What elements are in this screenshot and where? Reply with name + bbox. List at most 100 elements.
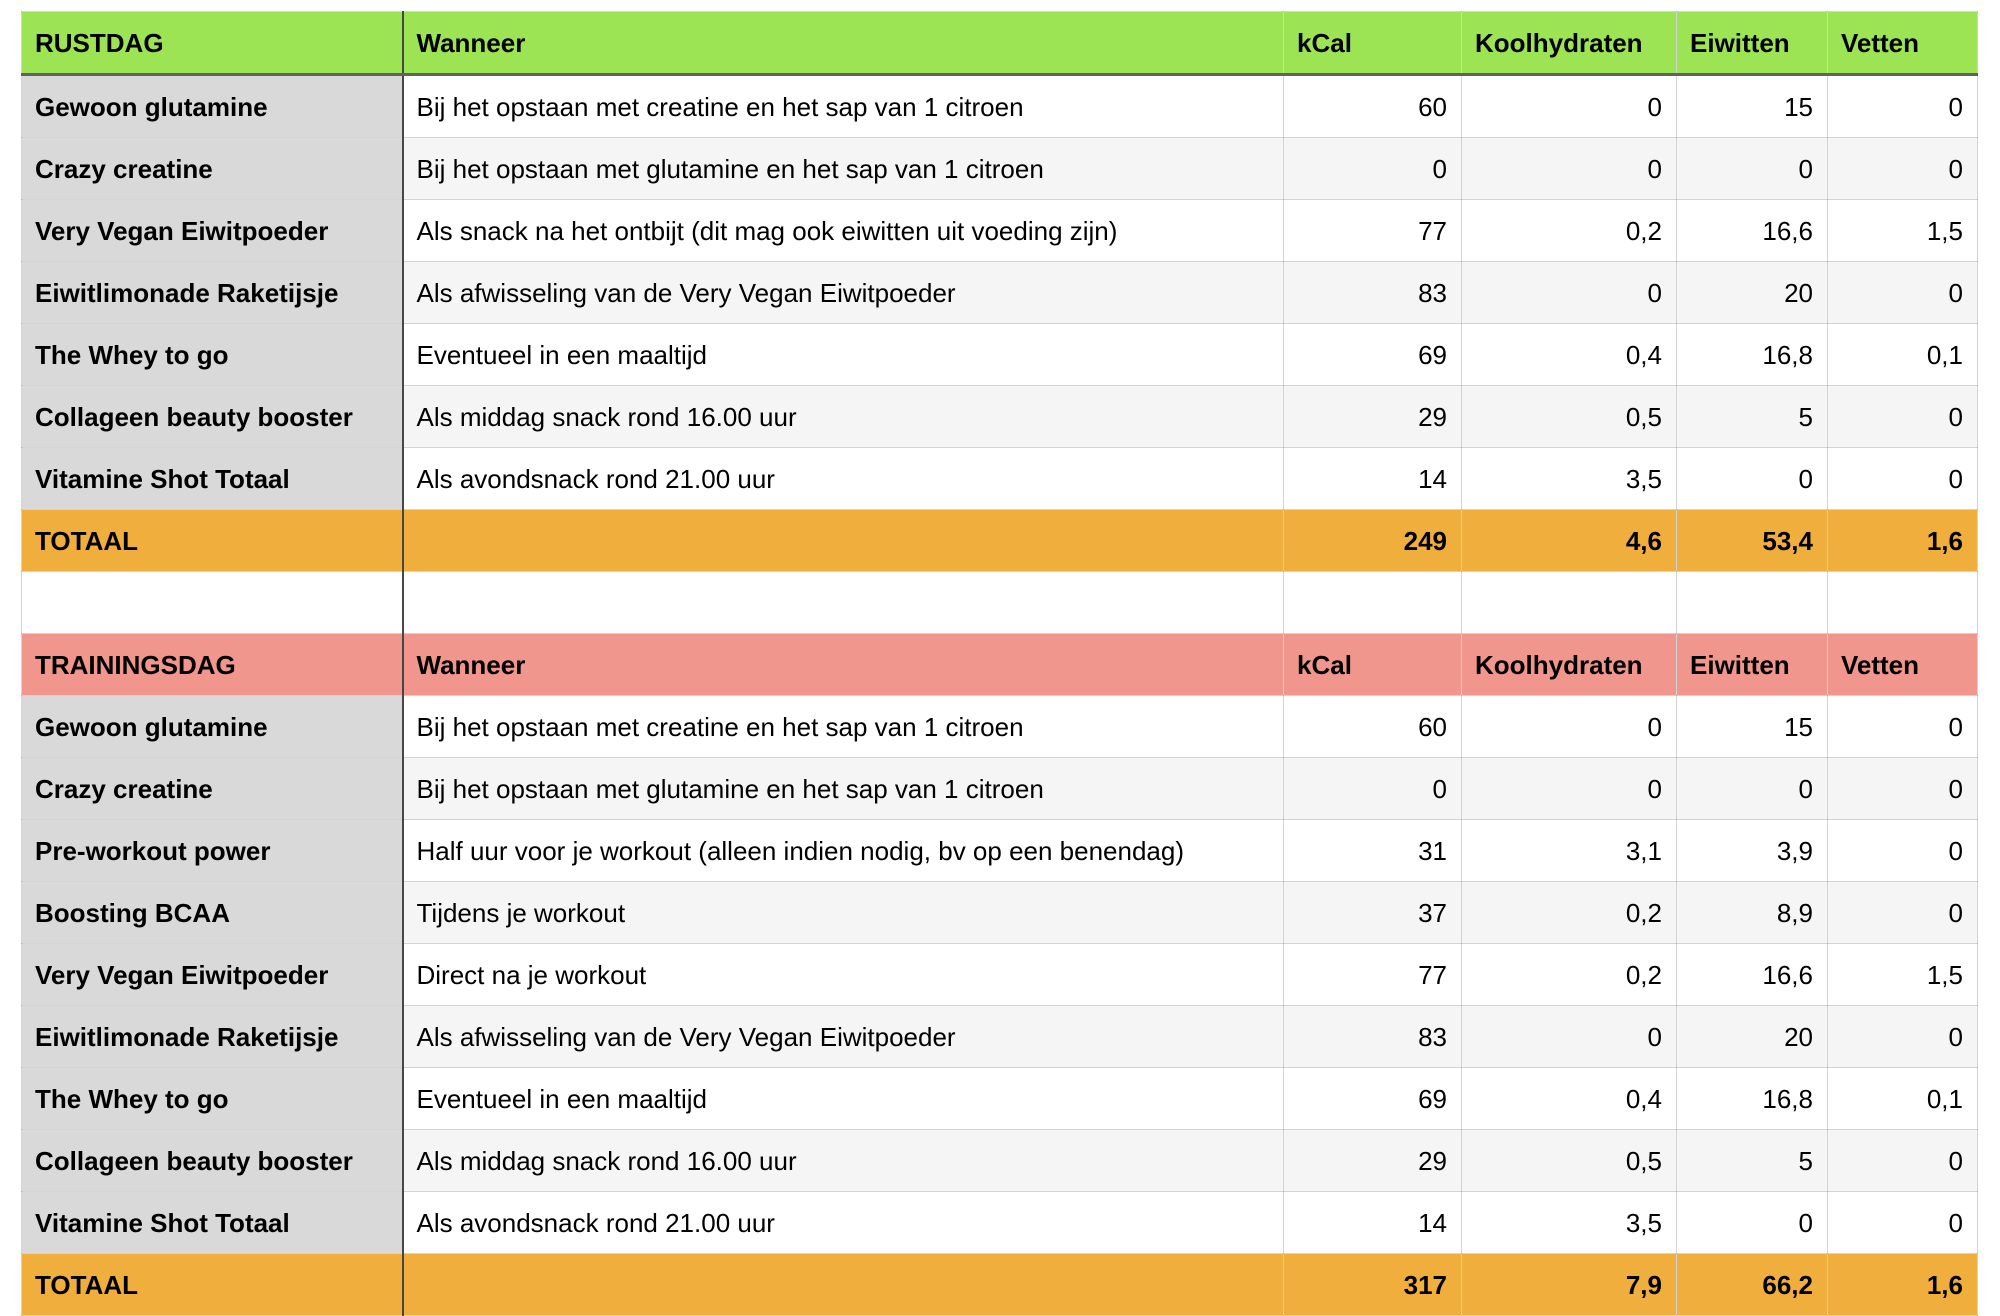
product-cell: Collageen beauty booster — [21, 1129, 404, 1192]
wanneer-cell: Tijdens je workout — [402, 881, 1284, 944]
product-cell: Eiwitlimonade Raketijsje — [21, 261, 404, 324]
kcal-cell: 14 — [1283, 447, 1462, 510]
vetten-cell: 0 — [1827, 757, 1978, 820]
total-row-rustdag: TOTAAL 249 4,6 53,4 1,6 — [21, 509, 1978, 572]
product-cell: Vitamine Shot Totaal — [21, 1191, 404, 1254]
spacer-cell — [1676, 571, 1828, 634]
koolhydraten-cell: 0,5 — [1461, 1129, 1677, 1192]
vetten-cell: 0 — [1827, 137, 1978, 200]
vetten-cell: 0 — [1827, 881, 1978, 944]
total-kcal-cell: 249 — [1283, 509, 1462, 572]
koolhydraten-cell: 0,4 — [1461, 1067, 1677, 1130]
total-label-cell: TOTAAL — [21, 1253, 404, 1316]
spacer-row — [21, 571, 1978, 634]
table-row: Crazy creatine Bij het opstaan met glutam… — [21, 757, 1978, 820]
wanneer-cell: Direct na je workout — [402, 943, 1284, 1006]
wanneer-cell: Als avondsnack rond 21.00 uur — [402, 447, 1284, 510]
product-cell: Collageen beauty booster — [21, 385, 404, 448]
vetten-cell: 0 — [1827, 1129, 1978, 1192]
vetten-cell: 1,5 — [1827, 943, 1978, 1006]
eiwitten-cell: 5 — [1676, 1129, 1828, 1192]
koolhydraten-cell: 0,2 — [1461, 881, 1677, 944]
koolhydraten-cell: 0 — [1461, 695, 1677, 758]
kcal-cell: 29 — [1283, 385, 1462, 448]
koolhydraten-cell: 0,2 — [1461, 943, 1677, 1006]
product-cell: Very Vegan Eiwitpoeder — [21, 199, 404, 262]
product-cell: Boosting BCAA — [21, 881, 404, 944]
kcal-header-cell: kCal — [1283, 633, 1462, 696]
table-row: Gewoon glutamine Bij het opstaan met crea… — [21, 74, 1978, 138]
koolhydraten-cell: 0,2 — [1461, 199, 1677, 262]
product-cell: Pre-workout power — [21, 819, 404, 882]
vetten-cell: 0 — [1827, 447, 1978, 510]
kcal-cell: 14 — [1283, 1191, 1462, 1254]
eiwitten-cell: 3,9 — [1676, 819, 1828, 882]
eiwitten-cell: 15 — [1676, 695, 1828, 758]
wanneer-cell: Als snack na het ontbijt (dit mag ook ei… — [402, 199, 1284, 262]
eiwitten-cell: 0 — [1676, 757, 1828, 820]
koolhydraten-cell: 0 — [1461, 261, 1677, 324]
vetten-cell: 0 — [1827, 261, 1978, 324]
eiwitten-cell: 0 — [1676, 1191, 1828, 1254]
table-row: Collageen beauty booster Als middag snack… — [21, 1129, 1978, 1192]
table-row: Vitamine Shot Totaal Als avondsnack rond … — [21, 447, 1978, 510]
total-label-cell: TOTAAL — [21, 509, 404, 572]
eiwitten-cell: 15 — [1676, 74, 1828, 138]
product-cell: Gewoon glutamine — [21, 695, 404, 758]
koolhydraten-cell: 0 — [1461, 1005, 1677, 1068]
wanneer-cell: Bij het opstaan met glutamine en het sap… — [402, 137, 1284, 200]
total-wanneer-cell — [402, 509, 1284, 572]
eiwitten-cell: 16,6 — [1676, 199, 1828, 262]
table-row: Collageen beauty booster Als middag snack… — [21, 385, 1978, 448]
wanneer-cell: Als avondsnack rond 21.00 uur — [402, 1191, 1284, 1254]
wanneer-cell: Bij het opstaan met glutamine en het sap… — [402, 757, 1284, 820]
wanneer-cell: Als afwisseling van de Very Vegan Eiwitp… — [402, 261, 1284, 324]
koolhydraten-cell: 0 — [1461, 74, 1677, 138]
table-row: Eiwitlimonade Raketijsje Als afwisseling … — [21, 261, 1978, 324]
table-row: Gewoon glutamine Bij het opstaan met crea… — [21, 695, 1978, 758]
eiwitten-cell: 0 — [1676, 137, 1828, 200]
table-row: Eiwitlimonade Raketijsje Als afwisseling … — [21, 1005, 1978, 1068]
eiwitten-cell: 20 — [1676, 1005, 1828, 1068]
kcal-cell: 31 — [1283, 819, 1462, 882]
product-cell: Very Vegan Eiwitpoeder — [21, 943, 404, 1006]
eiwitten-cell: 16,8 — [1676, 1067, 1828, 1130]
table-row: The Whey to go Eventueel in een maaltijd 6… — [21, 323, 1978, 386]
eiwitten-header-cell: Eiwitten — [1676, 633, 1828, 696]
koolhydraten-cell: 3,5 — [1461, 1191, 1677, 1254]
spacer-cell — [1461, 571, 1677, 634]
nutrition-table: RUSTDAG Wanneer kCal Koolhydraten Eiwitten Ve… — [21, 11, 1978, 1316]
vetten-cell: 0,1 — [1827, 323, 1978, 386]
section-title-cell: TRAININGSDAG — [21, 633, 404, 696]
vetten-cell: 0 — [1827, 1005, 1978, 1068]
spacer-cell — [1827, 571, 1978, 634]
table-row: The Whey to go Eventueel in een maaltijd 6… — [21, 1067, 1978, 1130]
kcal-cell: 83 — [1283, 261, 1462, 324]
kcal-cell: 60 — [1283, 74, 1462, 138]
section-title-cell: RUSTDAG — [21, 11, 404, 76]
vetten-cell: 0 — [1827, 819, 1978, 882]
kcal-cell: 83 — [1283, 1005, 1462, 1068]
wanneer-cell: Als afwisseling van de Very Vegan Eiwitp… — [402, 1005, 1284, 1068]
table-row: Boosting BCAA Tijdens je workout 37 0,2 8,9 0 — [21, 881, 1978, 944]
koolhydraten-header-cell: Koolhydraten — [1461, 633, 1677, 696]
eiwitten-cell: 5 — [1676, 385, 1828, 448]
wanneer-cell: Bij het opstaan met creatine en het sap … — [402, 74, 1284, 138]
koolhydraten-header-cell: Koolhydraten — [1461, 11, 1677, 76]
kcal-cell: 69 — [1283, 323, 1462, 386]
wanneer-cell: Half uur voor je workout (alleen indien … — [402, 819, 1284, 882]
vetten-cell: 1,5 — [1827, 199, 1978, 262]
table-row: Crazy creatine Bij het opstaan met glutam… — [21, 137, 1978, 200]
kcal-cell: 69 — [1283, 1067, 1462, 1130]
kcal-cell: 29 — [1283, 1129, 1462, 1192]
section-header-row-rustdag: RUSTDAG Wanneer kCal Koolhydraten Eiwitten Ve… — [21, 11, 1978, 76]
total-koolhydraten-cell: 7,9 — [1461, 1253, 1677, 1316]
eiwitten-cell: 0 — [1676, 447, 1828, 510]
koolhydraten-cell: 0 — [1461, 137, 1677, 200]
product-cell: Eiwitlimonade Raketijsje — [21, 1005, 404, 1068]
total-wanneer-cell — [402, 1253, 1284, 1316]
product-cell: The Whey to go — [21, 1067, 404, 1130]
product-cell: Crazy creatine — [21, 137, 404, 200]
eiwitten-header-cell: Eiwitten — [1676, 11, 1828, 76]
supplement-schedule-sheet: RUSTDAG Wanneer kCal Koolhydraten Eiwitten Ve… — [21, 11, 1978, 1316]
